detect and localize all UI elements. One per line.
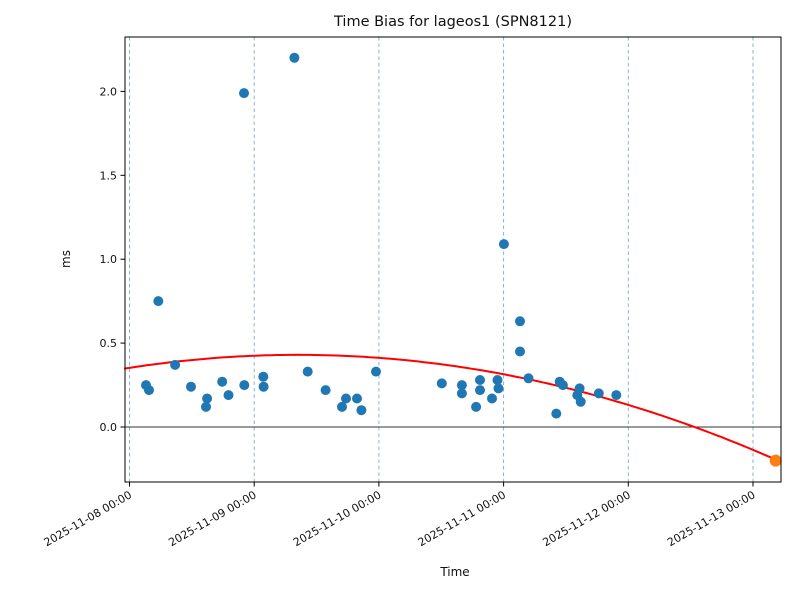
data-point [492,375,503,385]
data-point [337,401,347,412]
data-point [498,239,509,250]
data-point [523,373,534,384]
chart-title: Time Bias for lageos1 (SPN8121) [333,14,572,30]
x-tick-label: 2025-11-09 00:00 [166,488,258,549]
x-tick-label: 2025-11-13 00:00 [665,488,757,549]
predicted-point [769,454,782,467]
data-point [611,390,622,401]
data-point [471,401,482,412]
data-point [515,346,525,357]
data-point [575,396,586,407]
data-point [153,296,164,307]
trend-line [124,353,777,461]
data-point [475,385,485,396]
data-point [239,380,250,391]
data-point [493,383,504,394]
y-tick-label: 0.0 [100,421,118,434]
data-point [352,393,362,404]
data-point [320,385,331,396]
data-point [202,393,213,404]
y-tick-label: 1.5 [100,169,118,182]
data-point [217,376,228,387]
data-point [289,52,300,63]
data-point [515,316,525,327]
data-point [201,401,211,412]
plot-border [124,36,782,483]
data-point [239,88,249,99]
data-point [144,385,154,396]
data-point [186,381,196,392]
data-point [574,383,585,394]
data-point [475,375,485,385]
data-point [436,378,447,389]
y-axis-label: ms [59,250,73,268]
data-point [258,371,269,382]
x-tick-label: 2025-11-10 00:00 [291,488,383,549]
data-point [258,381,269,392]
data-point [371,366,381,377]
data-point [456,380,467,391]
data-point [593,388,604,399]
y-tick-label: 0.5 [100,337,118,350]
x-tick-label: 2025-11-12 00:00 [540,488,632,549]
x-tick-label: 2025-11-08 00:00 [42,488,134,549]
y-tick-label: 1.0 [100,253,118,266]
data-point [487,393,497,404]
data-point [356,405,367,416]
data-point [341,393,351,404]
x-axis-label: Time [439,565,469,579]
data-point [170,359,181,370]
x-tick-label: 2025-11-11 00:00 [416,488,508,549]
data-point [551,408,562,419]
data-point [557,380,568,391]
data-point [302,366,313,377]
y-tick-label: 2.0 [100,85,118,98]
data-point [456,388,467,399]
data-point [223,390,234,401]
